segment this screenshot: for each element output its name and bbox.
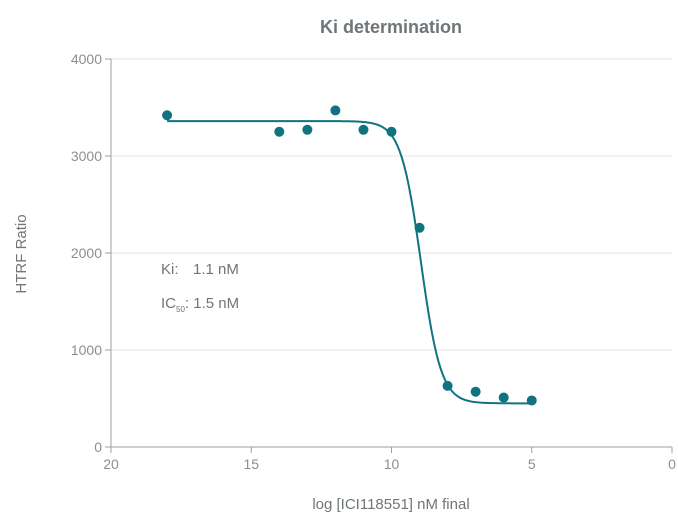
data-point <box>470 386 481 397</box>
y-axis-label: HTRF Ratio <box>13 214 30 293</box>
data-point <box>498 392 509 403</box>
x-axis-label: log [ICI118551] nM final <box>312 496 469 513</box>
data-point <box>358 124 369 135</box>
data-point <box>386 126 397 137</box>
axes <box>105 58 673 453</box>
y-tick-label: 1000 <box>71 342 102 358</box>
data-point <box>274 126 285 137</box>
data-point <box>442 380 453 391</box>
ic50-subscript: 50 <box>176 305 185 314</box>
data-point <box>414 222 425 233</box>
x-tick-label: 0 <box>668 456 676 472</box>
fit-curve <box>167 120 532 405</box>
ic50-prefix: IC <box>161 295 176 312</box>
data-point <box>302 124 313 135</box>
data-point <box>526 395 537 406</box>
y-tick-label: 4000 <box>71 51 102 67</box>
data-point <box>162 110 173 121</box>
ki-annotation: Ki: 1.1 nM <box>161 261 239 278</box>
chart-title: Ki determination <box>320 17 462 37</box>
x-tick-label: 15 <box>243 456 259 472</box>
y-tick-label: 0 <box>94 439 102 455</box>
data-point <box>330 105 341 116</box>
y-tick-label: 2000 <box>71 245 102 261</box>
x-tick-label: 10 <box>384 456 400 472</box>
gridlines <box>111 58 672 351</box>
ki-label: Ki: <box>161 261 179 278</box>
ic50-annotation: IC50: 1.5 nM <box>161 295 239 314</box>
ic50-value: : 1.5 nM <box>185 295 239 312</box>
x-tick-label: 20 <box>103 456 119 472</box>
ki-value: 1.1 nM <box>193 261 239 278</box>
x-tick-label: 5 <box>528 456 536 472</box>
data-points <box>162 105 537 406</box>
y-tick-label: 3000 <box>71 148 102 164</box>
